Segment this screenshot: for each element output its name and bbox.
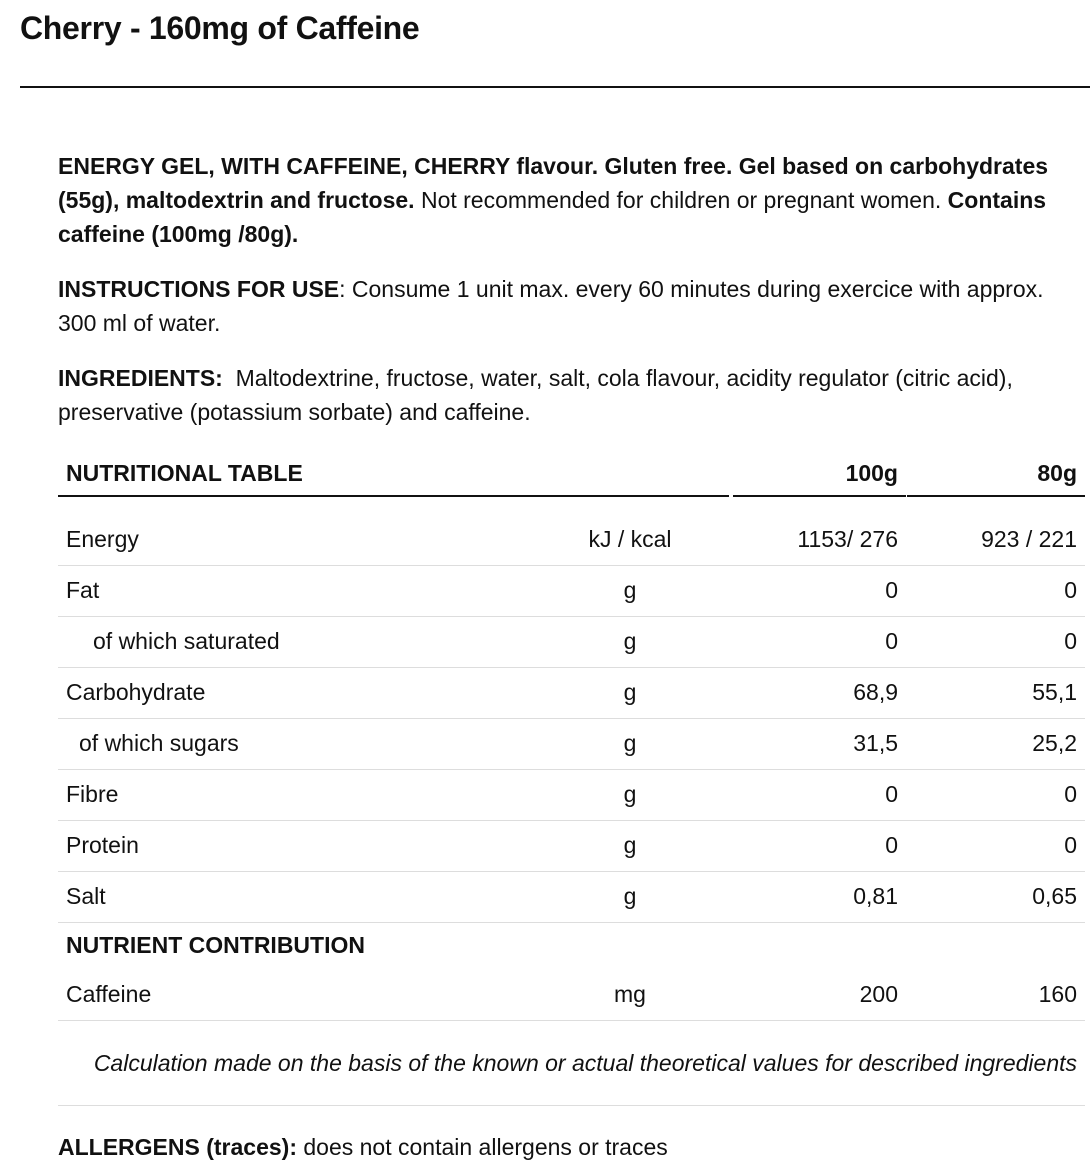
- value-80g: 55,1: [906, 667, 1085, 719]
- description-bold: ENERGY GEL, WITH CAFFEINE, CHERRY flavou…: [58, 153, 1049, 213]
- table-title: NUTRITIONAL TABLE: [58, 450, 732, 497]
- value-80g: 0: [906, 820, 1085, 872]
- instructions-text: : Consume 1 unit max. every 60 minutes d…: [58, 276, 1044, 336]
- unit: kJ / kcal: [528, 497, 732, 566]
- value-100g: 68,9: [732, 667, 906, 719]
- table-header: NUTRITIONAL TABLE 100g 80g: [58, 450, 1085, 497]
- col-header: 100g: [732, 450, 906, 497]
- col-header: 80g: [906, 450, 1085, 497]
- table-row: Caffeine mg 200 160: [58, 969, 1085, 1021]
- nutrient-name: Protein: [58, 820, 528, 872]
- value-80g: 923 / 221: [906, 497, 1085, 566]
- value-100g: 0: [732, 565, 906, 617]
- unit: g: [528, 616, 732, 668]
- unit: mg: [528, 969, 732, 1021]
- nutrient-name: Carbohydrate: [58, 667, 528, 719]
- unit: g: [528, 820, 732, 872]
- table-row: Energy kJ / kcal 1153/ 276 923 / 221: [58, 497, 1085, 566]
- table-row: Protein g 0 0: [58, 820, 1085, 872]
- unit: g: [528, 718, 732, 770]
- note-row: Calculation made on the basis of the kno…: [58, 1020, 1085, 1106]
- value-80g: 0: [906, 769, 1085, 821]
- title-rule: [20, 86, 1090, 88]
- value-100g: 200: [732, 969, 906, 1021]
- description: ENERGY GEL, WITH CAFFEINE, CHERRY flavou…: [58, 149, 1068, 251]
- value-100g: 0: [732, 820, 906, 872]
- nutrition-table: NUTRITIONAL TABLE 100g 80g Energy kJ / kc…: [58, 450, 1085, 1106]
- nutrient-name: of which saturated: [58, 616, 528, 668]
- instructions-label: INSTRUCTIONS FOR USE: [58, 276, 340, 302]
- table-row: Fat g 0 0: [58, 565, 1085, 617]
- nutrient-name: Salt: [58, 871, 528, 923]
- allergens: ALLERGENS (traces): does not contain all…: [58, 1130, 1068, 1164]
- ingredients-text: Maltodextrine, fructose, water, salt, co…: [58, 365, 1013, 425]
- description-bold-end: Contains caffeine (100mg /80g).: [58, 187, 1047, 247]
- unit: g: [528, 667, 732, 719]
- allergens-text: does not contain allergens or traces: [303, 1134, 668, 1160]
- section-header: NUTRIENT CONTRIBUTION: [58, 922, 1085, 969]
- nutrient-name: of which sugars: [58, 718, 528, 770]
- table-row: of which sugars g 31,5 25,2: [58, 718, 1085, 770]
- ingredients-label: INGREDIENTS:: [58, 365, 223, 391]
- value-80g: 0: [906, 565, 1085, 617]
- unit: g: [528, 565, 732, 617]
- value-80g: 25,2: [906, 718, 1085, 770]
- table-row: Fibre g 0 0: [58, 769, 1085, 821]
- page-title: Cherry - 160mg of Caffeine: [20, 10, 420, 46]
- allergens-label: ALLERGENS (traces):: [58, 1134, 297, 1160]
- table-row: Salt g 0,81 0,65: [58, 871, 1085, 923]
- ingredients: INGREDIENTS: Maltodextrine, fructose, wa…: [58, 361, 1068, 429]
- value-100g: 31,5: [732, 718, 906, 770]
- table-row: of which saturated g 0 0: [58, 616, 1085, 668]
- instructions: INSTRUCTIONS FOR USE: Consume 1 unit max…: [58, 272, 1068, 340]
- nutrient-name: Caffeine: [58, 969, 528, 1021]
- value-80g: 0,65: [906, 871, 1085, 923]
- unit: g: [528, 769, 732, 821]
- value-80g: 0: [906, 616, 1085, 668]
- value-100g: 0: [732, 616, 906, 668]
- value-100g: 1153/ 276: [732, 497, 906, 566]
- description-text: Not recommended for children or pregnant…: [420, 187, 942, 213]
- table-row: Carbohydrate g 68,9 55,1: [58, 667, 1085, 719]
- nutrient-name: Fat: [58, 565, 528, 617]
- table-note: Calculation made on the basis of the kno…: [58, 1020, 1085, 1106]
- unit: g: [528, 871, 732, 923]
- section-title: NUTRIENT CONTRIBUTION: [66, 932, 365, 959]
- value-80g: 160: [906, 969, 1085, 1021]
- value-100g: 0: [732, 769, 906, 821]
- nutrient-name: Energy: [58, 497, 528, 566]
- value-100g: 0,81: [732, 871, 906, 923]
- nutrient-name: Fibre: [58, 769, 528, 821]
